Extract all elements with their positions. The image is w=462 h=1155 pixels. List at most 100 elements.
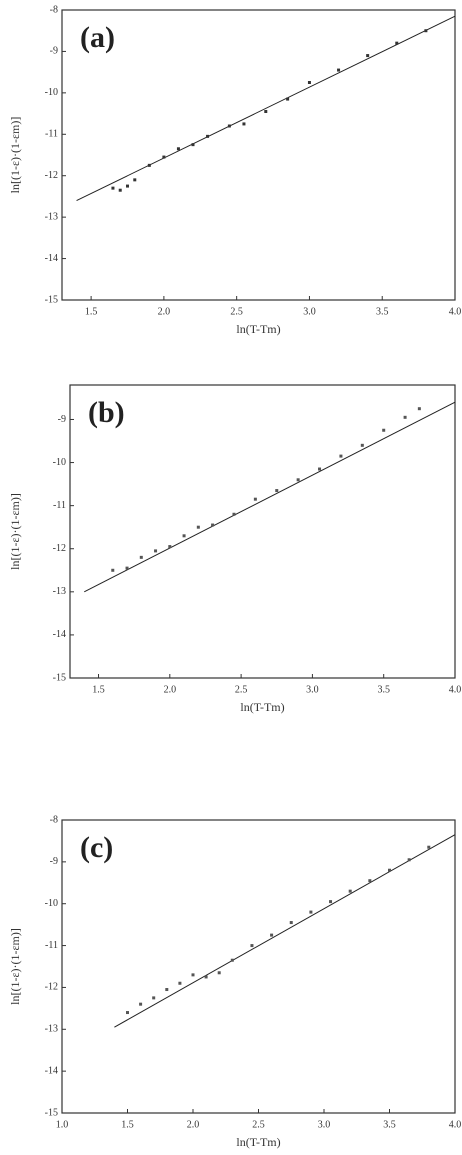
x-tick-label: 3.5 bbox=[377, 684, 390, 695]
data-point bbox=[264, 110, 268, 113]
data-point bbox=[417, 407, 421, 411]
data-point bbox=[250, 944, 254, 948]
x-tick-label: 4.0 bbox=[449, 684, 462, 695]
data-point bbox=[318, 467, 322, 471]
data-point bbox=[388, 868, 391, 872]
data-point bbox=[230, 958, 234, 962]
data-point bbox=[427, 845, 431, 849]
data-point bbox=[348, 889, 352, 893]
data-point bbox=[191, 143, 195, 147]
x-tick-label: 1.5 bbox=[92, 684, 105, 695]
data-point bbox=[182, 534, 186, 538]
data-point bbox=[206, 134, 210, 138]
y-tick-label: -9 bbox=[50, 856, 58, 867]
y-tick-label: -8 bbox=[50, 814, 58, 825]
data-point bbox=[191, 973, 195, 977]
data-point bbox=[217, 971, 221, 975]
y-tick-label: -14 bbox=[53, 629, 66, 640]
data-point bbox=[242, 122, 246, 126]
y-tick-label: -8 bbox=[50, 4, 58, 15]
x-tick-label: 4.0 bbox=[449, 306, 462, 317]
y-tick-label: -9 bbox=[58, 414, 66, 425]
y-tick-label: -15 bbox=[45, 294, 58, 305]
x-tick-label: 2.5 bbox=[252, 1119, 265, 1130]
x-tick-label: 2.5 bbox=[230, 306, 243, 317]
y-tick-label: -13 bbox=[53, 586, 66, 597]
y-tick-label: -13 bbox=[45, 211, 58, 222]
data-point bbox=[211, 523, 215, 527]
y-tick-label: -11 bbox=[45, 129, 58, 140]
data-point bbox=[126, 184, 129, 188]
fit-line bbox=[114, 834, 456, 1028]
panel-label: (b) bbox=[88, 396, 125, 429]
data-point bbox=[232, 512, 236, 516]
data-point bbox=[424, 29, 428, 33]
data-point bbox=[125, 566, 129, 570]
y-tick-label: -11 bbox=[53, 500, 66, 511]
y-tick-label: -10 bbox=[53, 457, 66, 468]
data-point bbox=[407, 858, 411, 862]
data-point bbox=[168, 545, 172, 549]
y-tick-label: -13 bbox=[45, 1024, 58, 1035]
data-point bbox=[154, 549, 158, 553]
data-point bbox=[329, 900, 333, 904]
data-point bbox=[126, 1011, 129, 1015]
x-axis-label: ln(T-Tm) bbox=[236, 1135, 280, 1149]
x-tick-label: 1.5 bbox=[121, 1119, 134, 1130]
x-tick-label: 3.0 bbox=[318, 1119, 331, 1130]
y-axis-label: ln[(1-ε)·(1-εm)] bbox=[8, 493, 22, 570]
x-tick-label: 3.0 bbox=[306, 684, 319, 695]
x-tick-label: 3.5 bbox=[376, 306, 389, 317]
y-axis-label: ln[(1-ε)·(1-εm)] bbox=[8, 117, 22, 194]
plot-frame bbox=[69, 384, 456, 679]
fit-line bbox=[84, 401, 456, 593]
data-point bbox=[204, 975, 208, 979]
y-axis-label: ln[(1-ε)·(1-εm)] bbox=[8, 928, 22, 1005]
x-tick-label: 4.0 bbox=[449, 1119, 462, 1130]
panel-label: (a) bbox=[80, 21, 115, 54]
plot-frame bbox=[61, 819, 456, 1114]
x-tick-label: 3.0 bbox=[303, 306, 316, 317]
data-point bbox=[360, 443, 364, 447]
data-point bbox=[339, 454, 343, 458]
data-point bbox=[176, 147, 180, 151]
data-point bbox=[178, 981, 182, 985]
y-tick-label: -9 bbox=[50, 46, 58, 57]
data-point bbox=[275, 489, 279, 493]
data-point bbox=[139, 1002, 143, 1006]
x-tick-label: 1.0 bbox=[56, 1119, 69, 1130]
data-point bbox=[133, 178, 137, 182]
x-axis-label: ln(T-Tm) bbox=[236, 322, 280, 336]
data-point bbox=[165, 988, 169, 992]
data-point bbox=[368, 879, 372, 883]
x-tick-label: 2.0 bbox=[158, 306, 171, 317]
plot-frame bbox=[61, 9, 456, 301]
data-point bbox=[196, 525, 200, 529]
data-point bbox=[382, 428, 386, 432]
data-point bbox=[152, 996, 156, 1000]
data-point bbox=[289, 921, 293, 925]
y-tick-label: -15 bbox=[53, 672, 66, 683]
data-point bbox=[111, 186, 115, 190]
y-tick-label: -15 bbox=[45, 1107, 58, 1118]
y-tick-label: -11 bbox=[45, 940, 58, 951]
x-axis-label: ln(T-Tm) bbox=[240, 700, 284, 714]
x-tick-label: 2.5 bbox=[235, 684, 248, 695]
data-point bbox=[253, 497, 257, 501]
data-point bbox=[118, 188, 122, 192]
data-point bbox=[337, 68, 341, 72]
x-tick-label: 3.5 bbox=[383, 1119, 396, 1130]
data-point bbox=[395, 41, 399, 45]
data-point bbox=[227, 124, 231, 128]
y-tick-label: -14 bbox=[45, 1065, 58, 1076]
y-tick-label: -10 bbox=[45, 87, 58, 98]
x-tick-label: 1.5 bbox=[85, 306, 98, 317]
data-point bbox=[162, 155, 166, 159]
data-point bbox=[307, 81, 311, 84]
data-point bbox=[286, 97, 290, 101]
x-tick-label: 2.0 bbox=[187, 1119, 200, 1130]
y-tick-label: -12 bbox=[53, 543, 66, 554]
data-point bbox=[296, 478, 300, 482]
data-point bbox=[270, 933, 274, 937]
